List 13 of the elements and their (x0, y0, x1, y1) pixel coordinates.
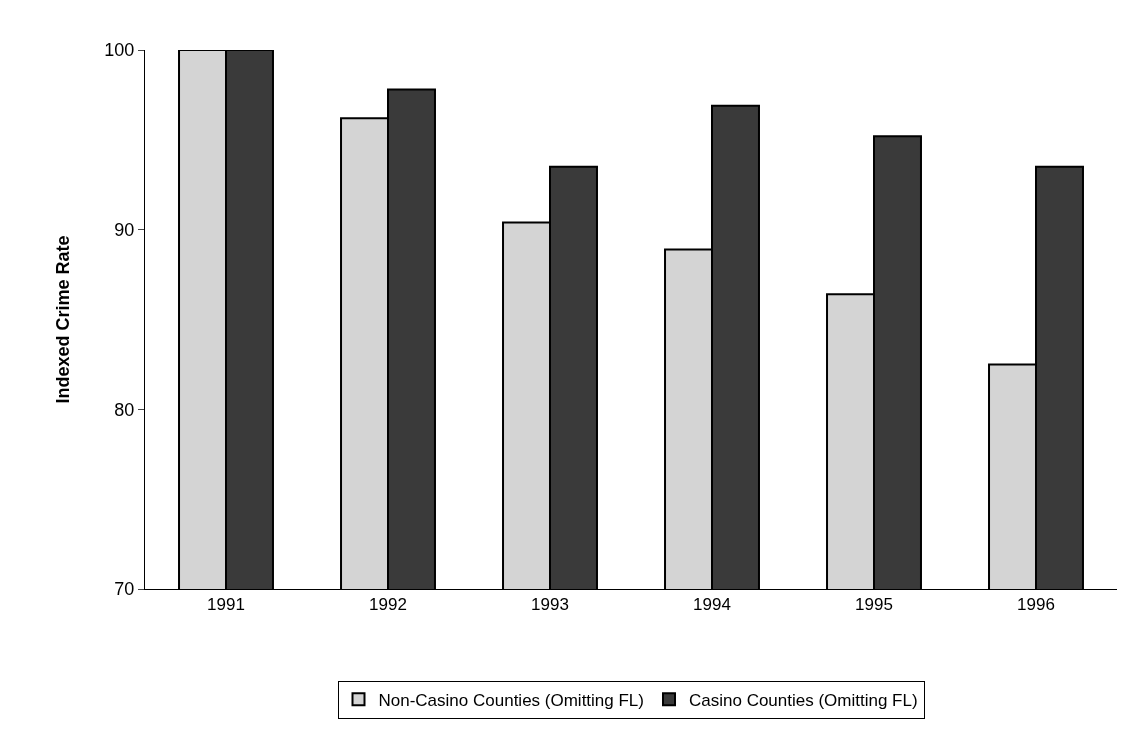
x-tick-label: 1993 (531, 595, 569, 615)
y-tick-label: 80 (114, 399, 135, 420)
y-tick-label: 100 (104, 40, 135, 61)
x-tick-label: 1996 (1017, 595, 1055, 615)
x-tick-label: 1991 (207, 595, 245, 615)
x-tick-label: 1992 (369, 595, 407, 615)
y-axis-title: Indexed Crime Rate (52, 235, 73, 404)
x-tick-label: 1995 (855, 595, 893, 615)
y-tick-label: 70 (114, 579, 135, 600)
y-tick-label: 90 (114, 219, 135, 240)
legend-label: Casino Counties (Omitting FL) (688, 690, 918, 710)
x-tick-label: 1994 (693, 595, 731, 615)
legend-label: Non-Casino Counties (Omitting FL) (378, 690, 644, 710)
